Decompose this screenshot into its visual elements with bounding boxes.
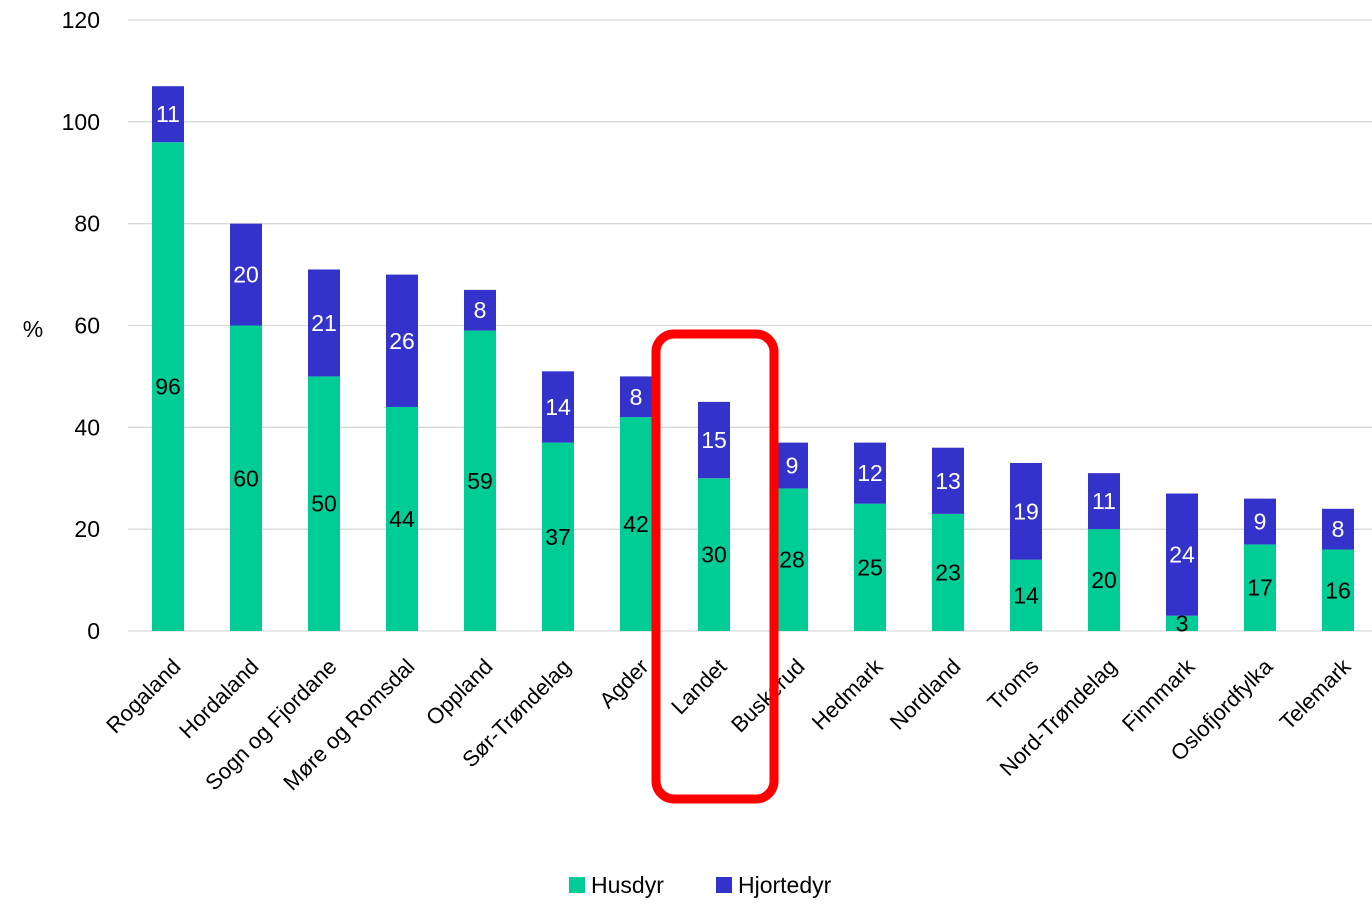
bar-hjortedyr bbox=[152, 86, 184, 143]
data-label: 11 bbox=[1092, 488, 1116, 514]
category-label: Nordland bbox=[885, 654, 966, 735]
bar-husdyr bbox=[464, 330, 496, 631]
legend-label-husdyr: Husdyr bbox=[591, 872, 664, 898]
bar-husdyr bbox=[620, 417, 652, 631]
data-label: 3 bbox=[1176, 610, 1189, 636]
data-label: 28 bbox=[779, 547, 805, 573]
bar-hjortedyr bbox=[698, 401, 730, 479]
legend-swatch-hjortedyr bbox=[716, 877, 732, 893]
highlight-rectangle bbox=[651, 329, 779, 804]
bar-hjortedyr bbox=[308, 269, 340, 377]
bar-husdyr bbox=[308, 376, 340, 631]
data-label: 30 bbox=[701, 542, 727, 568]
category-label: Sogn og Fjordane bbox=[200, 654, 341, 795]
category-label: Hedmark bbox=[807, 653, 888, 734]
y-tick-label: 120 bbox=[62, 7, 100, 33]
data-label: 12 bbox=[857, 460, 883, 486]
category-label: Troms bbox=[982, 654, 1043, 715]
legend: Husdyr Hjortedyr bbox=[569, 872, 832, 898]
bar-husdyr bbox=[698, 478, 730, 631]
data-label: 44 bbox=[389, 506, 415, 532]
y-tick-label: 100 bbox=[62, 109, 100, 135]
bar-hjortedyr bbox=[1088, 473, 1120, 530]
y-tick-label: 20 bbox=[74, 516, 100, 542]
bar-husdyr bbox=[542, 442, 574, 631]
category-label: Oppland bbox=[421, 654, 498, 731]
bar-hjortedyr bbox=[542, 371, 574, 443]
bar-hjortedyr bbox=[464, 289, 496, 331]
bar-husdyr bbox=[1166, 615, 1198, 631]
y-tick-label: 60 bbox=[74, 313, 100, 339]
bar-husdyr bbox=[776, 488, 808, 631]
bar-husdyr bbox=[932, 513, 964, 631]
bar-husdyr bbox=[386, 406, 418, 631]
bar-hjortedyr bbox=[1322, 508, 1354, 550]
data-label: 11 bbox=[156, 101, 180, 127]
y-tick-label: 40 bbox=[74, 414, 100, 440]
data-label: 50 bbox=[311, 491, 337, 517]
data-label: 20 bbox=[1091, 567, 1117, 593]
bar-husdyr bbox=[152, 142, 184, 631]
data-label: 96 bbox=[155, 374, 181, 400]
data-label: 9 bbox=[1254, 509, 1267, 535]
bars bbox=[152, 86, 1354, 631]
bar-hjortedyr bbox=[1010, 462, 1042, 560]
bar-hjortedyr bbox=[620, 376, 652, 418]
data-label: 24 bbox=[1169, 542, 1195, 568]
bar-hjortedyr bbox=[854, 442, 886, 504]
bar-hjortedyr bbox=[1166, 493, 1198, 616]
y-axis-label: % bbox=[23, 316, 43, 342]
category-label: Finnmark bbox=[1117, 653, 1200, 736]
y-axis-ticks: 0 20 40 60 80 100 120 bbox=[62, 7, 100, 644]
data-label: 23 bbox=[935, 559, 961, 585]
bar-hjortedyr bbox=[776, 442, 808, 489]
data-label: 26 bbox=[389, 328, 415, 354]
data-label: 20 bbox=[233, 262, 259, 288]
data-labels: 96 11 60 20 50 21 44 26 59 8 37 14 42 8 30 15 28 9 25 12 23 1… bbox=[155, 101, 1351, 636]
data-label: 19 bbox=[1013, 498, 1039, 524]
data-label: 37 bbox=[545, 524, 571, 550]
y-tick-label: 80 bbox=[74, 211, 100, 237]
category-label: Agder bbox=[594, 654, 653, 713]
data-label: 59 bbox=[467, 468, 493, 494]
bar-husdyr bbox=[854, 503, 886, 631]
data-label: 16 bbox=[1325, 577, 1351, 603]
legend-label-hjortedyr: Hjortedyr bbox=[738, 872, 832, 898]
y-tick-label: 0 bbox=[87, 618, 100, 644]
data-label: 8 bbox=[1332, 516, 1345, 542]
data-label: 14 bbox=[1013, 582, 1039, 608]
data-label: 8 bbox=[630, 384, 643, 410]
bar-hjortedyr bbox=[386, 274, 418, 407]
data-label: 60 bbox=[233, 465, 259, 491]
data-label: 13 bbox=[935, 468, 961, 494]
category-label: Landet bbox=[666, 654, 731, 719]
bar-husdyr bbox=[1244, 544, 1276, 631]
bar-husdyr bbox=[230, 325, 262, 631]
data-label: 17 bbox=[1247, 575, 1273, 601]
data-label: 14 bbox=[545, 394, 571, 420]
bar-hjortedyr bbox=[932, 447, 964, 514]
data-label: 9 bbox=[786, 453, 799, 479]
data-label: 25 bbox=[857, 554, 883, 580]
bar-husdyr bbox=[1322, 549, 1354, 631]
legend-swatch-husdyr bbox=[569, 877, 585, 893]
category-label: Buskerud bbox=[726, 654, 809, 737]
data-label: 8 bbox=[474, 297, 487, 323]
data-label: 15 bbox=[701, 427, 727, 453]
bar-hjortedyr bbox=[230, 223, 262, 326]
bar-husdyr bbox=[1010, 559, 1042, 631]
data-label: 42 bbox=[623, 511, 649, 537]
category-label: Møre og Romsdal bbox=[278, 654, 419, 795]
bar-hjortedyr bbox=[1244, 498, 1276, 545]
category-label: Telemark bbox=[1275, 653, 1356, 734]
bar-husdyr bbox=[1088, 529, 1120, 631]
highlight-box bbox=[651, 329, 779, 804]
data-label: 21 bbox=[311, 310, 337, 336]
